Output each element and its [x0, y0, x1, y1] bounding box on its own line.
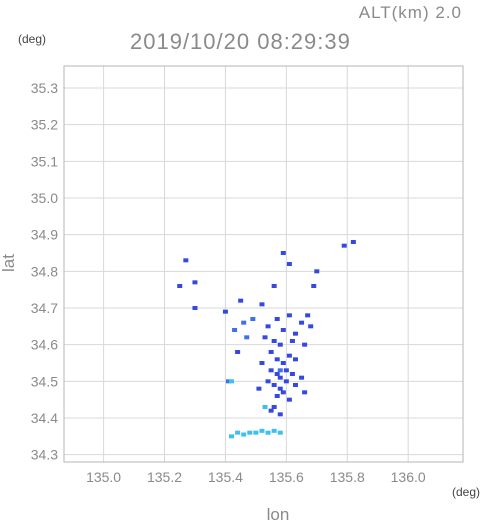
x-unit-label: (deg): [452, 485, 480, 499]
echo-cell-strong: [283, 368, 289, 373]
echo-cell-strong: [292, 331, 298, 336]
echo-cell-strong: [222, 309, 228, 314]
x-tick-label: 135.6: [269, 469, 304, 485]
echo-cell-strong: [277, 342, 283, 347]
echo-cell-weak: [277, 430, 283, 435]
y-tick-label: 34.9: [31, 227, 58, 243]
echo-cell-strong: [299, 320, 305, 325]
grid-lines: [64, 66, 463, 462]
echo-cell-strong: [286, 397, 292, 402]
echo-cell-strong: [350, 240, 356, 244]
echo-cell-weak: [265, 430, 271, 435]
echo-cell-strong: [265, 379, 271, 384]
x-tick-label: 135.8: [330, 469, 365, 485]
echo-cell-strong: [271, 405, 277, 409]
echo-cell-strong: [302, 390, 308, 395]
y-tick-label: 34.3: [31, 447, 58, 463]
echo-cell-strong: [259, 361, 265, 365]
echo-cell-strong: [274, 372, 280, 376]
echo-cell-strong: [271, 339, 277, 343]
echo-cell-weak: [235, 430, 241, 435]
echo-cell-strong: [286, 353, 292, 358]
echo-cell-strong: [274, 317, 280, 321]
echo-cell-weak: [271, 428, 277, 433]
echo-cell-strong: [292, 357, 298, 362]
echo-cell-strong: [311, 284, 317, 288]
echo-cell-strong: [259, 302, 265, 307]
echo-cell-strong: [341, 243, 347, 248]
echo-cell-strong: [274, 357, 280, 362]
x-tick-label: 135.0: [86, 469, 121, 485]
echo-cell-strong: [280, 390, 286, 395]
echo-cell-weak: [253, 430, 259, 435]
echo-cell-strong: [183, 258, 189, 263]
y-tick-label: 34.6: [31, 337, 58, 353]
echo-cell-medium: [241, 320, 247, 325]
echo-cell-strong: [268, 368, 274, 373]
y-tick-label: 35.2: [31, 117, 58, 133]
x-tick-label: 136.0: [391, 469, 426, 485]
echo-cell-weak: [247, 430, 253, 435]
echo-cell-medium: [225, 379, 231, 384]
echo-cell-strong: [235, 350, 241, 354]
echo-cell-strong: [289, 339, 295, 343]
echo-cell-strong: [268, 408, 274, 413]
echo-cell-strong: [299, 375, 305, 380]
echo-cell-medium: [250, 317, 256, 321]
y-tick-label: 35.3: [31, 80, 58, 96]
tick-labels: 135.0 135.2 135.4 135.6 135.8 136.0 34.3 34.4 34…: [31, 80, 426, 485]
echo-cell-strong: [262, 335, 268, 340]
y-tick-label: 34.8: [31, 263, 58, 279]
y-tick-label: 34.4: [31, 410, 58, 426]
echo-cell-strong: [286, 313, 292, 318]
echo-cell-strong: [308, 324, 314, 329]
echo-cell-strong: [283, 379, 289, 384]
echo-cell-strong: [280, 328, 286, 332]
echo-cell-strong: [238, 298, 244, 303]
echo-cell-strong: [271, 383, 277, 387]
echo-cell-strong: [271, 284, 277, 288]
y-tick-label: 34.7: [31, 300, 58, 316]
echo-cells: [177, 240, 356, 439]
echo-cell-weak: [262, 405, 268, 409]
echo-cell-weak: [229, 434, 235, 439]
echo-cell-strong: [192, 306, 198, 310]
echo-cell-weak: [241, 432, 247, 437]
echo-cell-strong: [274, 394, 280, 398]
echo-cell-strong: [314, 269, 320, 274]
plot-frame: [63, 65, 464, 463]
x-tick-label: 135.4: [208, 469, 243, 485]
echo-cell-strong: [265, 324, 271, 329]
altitude-label: ALT(km) 2.0: [359, 3, 462, 22]
y-tick-label: 35.0: [31, 190, 58, 206]
echo-cell-strong: [286, 262, 292, 266]
x-tick-label: 135.2: [147, 469, 182, 485]
echo-cell-strong: [277, 375, 283, 380]
echo-cell-strong: [268, 350, 274, 354]
echo-cell-strong: [177, 284, 183, 288]
y-axis-label: lat: [0, 254, 18, 272]
echo-cell-strong: [289, 372, 295, 376]
echo-cell-strong: [277, 386, 283, 391]
echo-cell-medium: [232, 328, 238, 332]
timestamp-title: 2019/10/20 08:29:39: [130, 29, 351, 54]
x-axis-label: lon: [267, 505, 290, 521]
y-unit-label: (deg): [18, 32, 46, 46]
echo-cell-weak: [229, 379, 235, 384]
echo-cell-medium: [277, 368, 283, 373]
echo-cell-strong: [305, 313, 311, 318]
echo-cell-weak: [259, 428, 265, 433]
echo-cell-strong: [256, 386, 262, 391]
echo-cell-strong: [280, 251, 286, 255]
y-tick-label: 34.5: [31, 373, 58, 389]
echo-cell-strong: [277, 412, 283, 417]
echo-cell-medium: [244, 335, 250, 340]
y-tick-label: 35.1: [31, 153, 58, 169]
echo-cell-strong: [292, 383, 298, 387]
echo-cell-strong: [280, 361, 286, 365]
echo-cell-strong: [302, 342, 308, 347]
echo-cell-strong: [192, 280, 198, 285]
